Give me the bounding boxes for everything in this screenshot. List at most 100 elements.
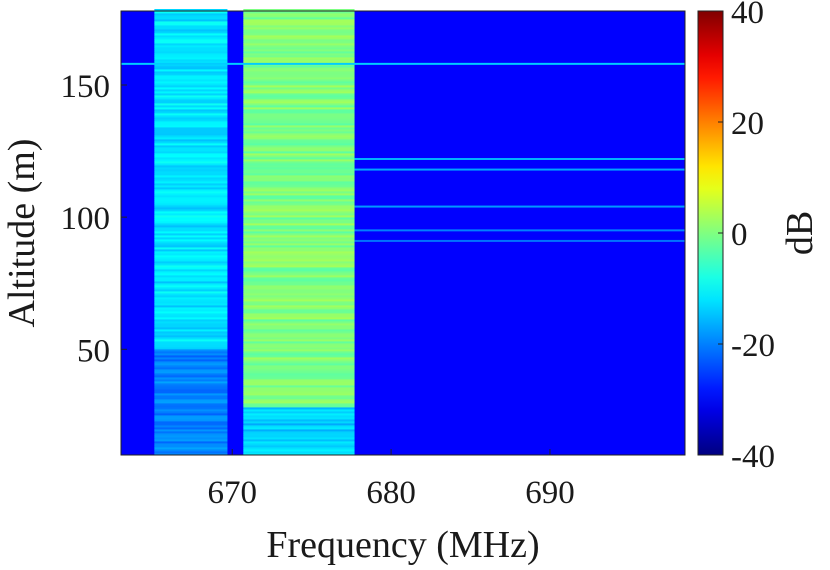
heatmap-cell — [243, 409, 355, 412]
heatmap-cell — [243, 47, 355, 50]
heatmap-cell — [243, 149, 355, 152]
heatmap-cell — [154, 307, 228, 310]
heatmap-cell — [154, 403, 228, 406]
heatmap-cell — [243, 191, 355, 194]
heatmap-cell — [243, 353, 355, 356]
heatmap-cell — [154, 49, 228, 52]
heatmap-cell — [243, 379, 355, 382]
heatmap-cell — [154, 397, 228, 400]
heatmap-cell — [154, 99, 228, 102]
heatmap-cell — [243, 41, 355, 44]
heatmap-line-4 — [354, 229, 685, 232]
heatmap-band-1 — [154, 9, 228, 456]
heatmap-cell — [243, 233, 355, 236]
heatmap-cell — [154, 365, 228, 368]
heatmap-cell — [154, 211, 228, 214]
heatmap-cell — [154, 433, 228, 436]
heatmap-cell — [154, 363, 228, 366]
heatmap-cell — [154, 67, 228, 70]
heatmap-cell — [243, 113, 355, 116]
heatmap-cell — [243, 277, 355, 280]
heatmap-cell — [243, 123, 355, 126]
heatmap-cell — [154, 405, 228, 408]
heatmap-cell — [154, 175, 228, 178]
heatmap-cell — [243, 283, 355, 286]
heatmap-cell — [154, 285, 228, 288]
heatmap-cell — [243, 365, 355, 368]
heatmap-cell — [243, 147, 355, 150]
heatmap-cell — [243, 349, 355, 352]
heatmap-cell — [243, 357, 355, 360]
colorbar-tick-label: -20 — [731, 328, 775, 364]
heatmap-cell — [243, 403, 355, 406]
heatmap-cell — [154, 39, 228, 42]
heatmap-cell — [154, 137, 228, 140]
heatmap-cell — [154, 101, 228, 104]
heatmap-cell — [154, 329, 228, 332]
heatmap-cell — [243, 445, 355, 448]
heatmap-cell — [243, 271, 355, 274]
heatmap-cell — [154, 325, 228, 328]
heatmap-cell — [243, 363, 355, 366]
heatmap-cell — [154, 435, 228, 438]
heatmap-cell — [243, 337, 355, 340]
heatmap-cell — [243, 143, 355, 146]
heatmap-cell — [154, 155, 228, 158]
heatmap-cell — [154, 69, 228, 72]
heatmap-cell — [243, 199, 355, 202]
heatmap-cell — [243, 163, 355, 166]
heatmap-cell — [154, 177, 228, 180]
heatmap-cell — [154, 179, 228, 182]
heatmap-cell — [154, 361, 228, 364]
heatmap-cell — [154, 61, 228, 64]
heatmap-cell — [154, 245, 228, 248]
heatmap-cell — [154, 51, 228, 54]
heatmap-cell — [154, 181, 228, 184]
heatmap-line-5 — [354, 239, 685, 242]
heatmap-cell — [243, 275, 355, 278]
heatmap-cell — [154, 165, 228, 168]
heatmap-cell — [243, 165, 355, 168]
heatmap-cell — [243, 319, 355, 322]
heatmap-cell — [154, 241, 228, 244]
heatmap-cell — [154, 423, 228, 426]
heatmap-cell — [154, 79, 228, 82]
heatmap-cell — [154, 371, 228, 374]
heatmap-cell — [154, 237, 228, 240]
y-tick-label: 150 — [61, 69, 111, 105]
heatmap-cell — [243, 371, 355, 374]
heatmap-cell — [243, 21, 355, 24]
heatmap-cell — [154, 73, 228, 76]
heatmap-cell — [154, 451, 228, 454]
heatmap-cell — [154, 263, 228, 266]
heatmap-cell — [154, 333, 228, 336]
y-axis-label: Altitude (m) — [1, 139, 43, 328]
heatmap-cell — [154, 185, 228, 188]
heatmap-cell — [243, 145, 355, 148]
heatmap-cell — [243, 179, 355, 182]
heatmap-cell — [154, 445, 228, 448]
heatmap-cell — [154, 221, 228, 224]
colorbar-tick-label: 20 — [731, 106, 764, 142]
heatmap-cell — [243, 103, 355, 106]
heatmap-cell — [243, 417, 355, 420]
heatmap-cell — [154, 189, 228, 192]
heatmap-cell — [243, 261, 355, 264]
heatmap-cell — [243, 87, 355, 90]
heatmap-cell — [243, 419, 355, 422]
heatmap-cell — [154, 393, 228, 396]
heatmap-cell — [243, 317, 355, 320]
heatmap-cell — [243, 51, 355, 54]
heatmap-cell — [154, 93, 228, 96]
heatmap-cell — [243, 219, 355, 222]
heatmap-cell — [243, 273, 355, 276]
heatmap-cell — [154, 135, 228, 138]
heatmap-cell — [154, 29, 228, 32]
heatmap-cell — [243, 447, 355, 450]
heatmap-cell — [154, 127, 228, 130]
heatmap-cell — [243, 285, 355, 288]
heatmap-cell — [243, 421, 355, 424]
heatmap-cell — [243, 115, 355, 118]
heatmap-cell — [154, 235, 228, 238]
heatmap-cell — [243, 453, 355, 456]
